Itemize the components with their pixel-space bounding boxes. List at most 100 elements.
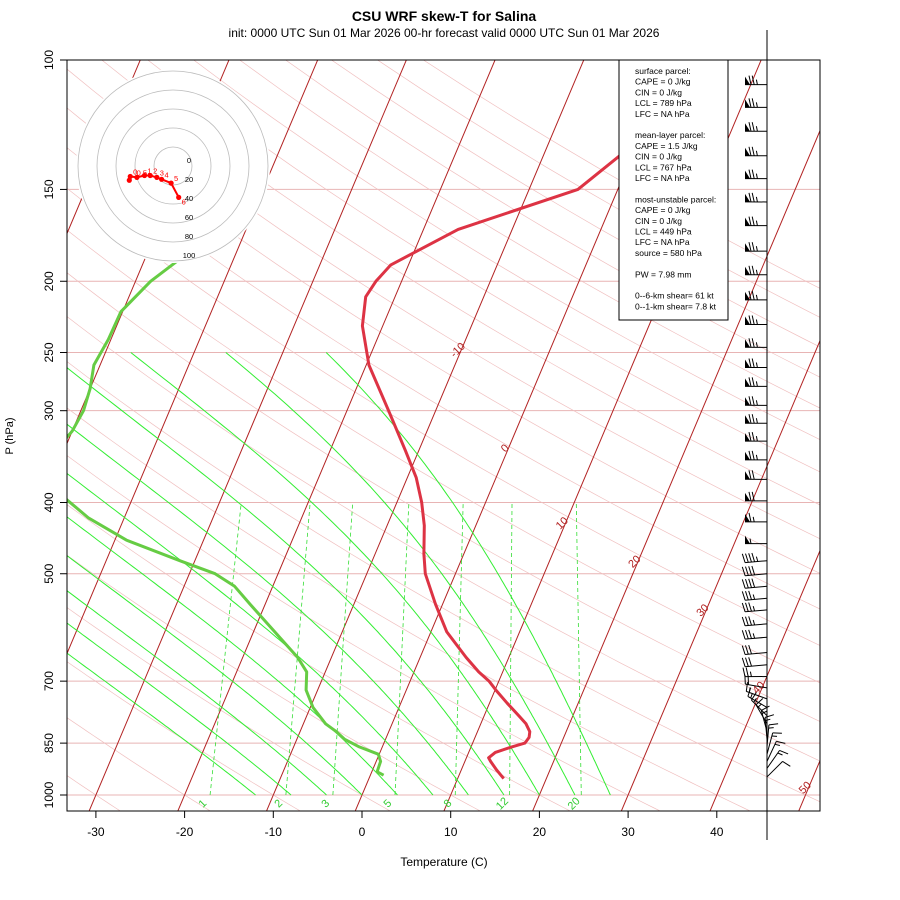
info-box-line: CAPE = 0 J/kg — [635, 205, 691, 215]
hodograph-height-label: 0.5 — [137, 168, 147, 177]
wind-barb — [741, 565, 768, 577]
y-tick-label: 700 — [42, 671, 56, 691]
wind-barb-pennant — [745, 397, 750, 406]
wind-barb — [744, 358, 768, 368]
wind-barb-flag — [751, 122, 755, 132]
wind-barb-half-flag — [752, 633, 756, 639]
wind-barb-flag — [745, 616, 749, 626]
wind-barb-flag — [745, 578, 749, 589]
mixing-ratio-line — [509, 502, 513, 796]
dry-adiabat-line — [67, 187, 820, 646]
wind-barb-staff — [745, 683, 768, 689]
wind-barb-pennant — [745, 266, 750, 275]
wind-barb-flag — [748, 98, 752, 108]
wind-barb-flag — [748, 242, 752, 252]
wind-barb-pennant — [745, 433, 750, 442]
hodograph-ring-label: 80 — [185, 232, 193, 241]
wind-barb-staff — [747, 695, 768, 708]
wind-barb-flag — [748, 491, 752, 502]
moist-adiabat-line — [225, 352, 576, 796]
wind-barb-flag — [751, 377, 755, 387]
wind-barb-flag — [748, 290, 752, 301]
hodograph-point — [168, 180, 174, 186]
wind-barb-staff — [766, 724, 770, 747]
moist-adiabat-line — [325, 352, 611, 796]
x-tick-label: -10 — [265, 825, 283, 839]
wind-barb-flag — [741, 630, 746, 640]
wind-barb-flag — [741, 645, 746, 655]
wind-barb — [744, 491, 768, 502]
wind-barb-pennant — [745, 339, 750, 348]
wind-barb-flag — [755, 698, 764, 706]
wind-barb-pennant — [745, 451, 750, 460]
isotherm-line — [798, 759, 820, 811]
wind-barb-flag — [748, 657, 752, 667]
hodograph-ring-label: 20 — [185, 175, 193, 184]
wind-barb-flag — [748, 616, 752, 626]
wind-barb-flag — [745, 667, 749, 677]
wind-barb-pennant — [745, 471, 750, 480]
wind-barb-flag — [751, 315, 755, 325]
wind-barb-staff — [766, 741, 777, 762]
wind-barb-flag — [751, 470, 755, 480]
x-tick-label: 20 — [533, 825, 547, 839]
dry-adiabat-line — [67, 68, 820, 540]
wind-barb-flag — [748, 566, 752, 576]
wind-barb — [744, 75, 768, 86]
wind-barb-flag — [748, 396, 752, 406]
y-tick-label: 150 — [42, 179, 56, 199]
mixing-ratio-label: 12 — [494, 795, 511, 812]
wind-barb-staff — [745, 652, 768, 655]
wind-barb-staff — [745, 573, 768, 577]
wind-barb-half-flag — [753, 697, 757, 703]
wind-barb-flag — [764, 714, 775, 718]
wind-barb-flag — [751, 491, 755, 502]
wind-barb-flag — [741, 553, 746, 563]
wind-barb — [744, 414, 768, 424]
wind-barb-half-flag — [755, 319, 758, 325]
profile-layer — [67, 83, 698, 780]
wind-barb-half-flag — [755, 173, 758, 179]
wind-barb-flag — [751, 414, 755, 424]
wind-barb-half-flag — [755, 294, 758, 300]
wind-barb — [741, 590, 768, 601]
wind-barb-flag — [751, 552, 756, 562]
wind-barb-column — [741, 30, 791, 840]
wind-barb-pennant — [745, 378, 750, 387]
wind-barb-flag — [782, 760, 791, 767]
wind-barb-flag — [745, 566, 749, 576]
wind-barb-flag — [751, 578, 756, 588]
wind-barb-flag — [751, 358, 755, 368]
info-box-line: CIN = 0 J/kg — [635, 87, 682, 97]
moist-adiabat-line — [67, 590, 327, 796]
wind-barb-staff — [745, 636, 768, 640]
wind-barb-half-flag — [765, 718, 771, 722]
wind-barb-half-flag — [749, 671, 752, 677]
wind-barb-half-flag — [752, 619, 756, 626]
wind-barb-flag — [748, 358, 752, 368]
wind-barb-pennant — [745, 123, 750, 132]
wind-barb — [744, 192, 768, 203]
info-box-line: mean-layer parcel: — [635, 130, 705, 140]
hodograph-point — [147, 172, 153, 179]
y-tick-label: 100 — [42, 50, 56, 70]
wind-barb-half-flag — [761, 710, 767, 714]
wind-barb — [766, 760, 791, 778]
info-box-line: source = 580 hPa — [635, 248, 702, 258]
wind-barb-flag — [751, 450, 755, 461]
wind-barb-pennant — [745, 217, 750, 226]
wind-barb — [764, 714, 775, 740]
wind-barb — [744, 377, 768, 387]
mixing-ratio-line — [332, 502, 354, 796]
wind-barb-flag — [748, 602, 752, 612]
y-tick-label: 1000 — [42, 781, 56, 808]
wind-barb — [741, 602, 768, 613]
wind-barb-flag — [741, 566, 746, 576]
wind-barb-half-flag — [755, 381, 758, 387]
wind-barb — [744, 122, 768, 132]
wind-barb-flag — [745, 553, 749, 563]
info-box-frame — [618, 59, 729, 321]
wind-barb-flag — [748, 644, 752, 655]
